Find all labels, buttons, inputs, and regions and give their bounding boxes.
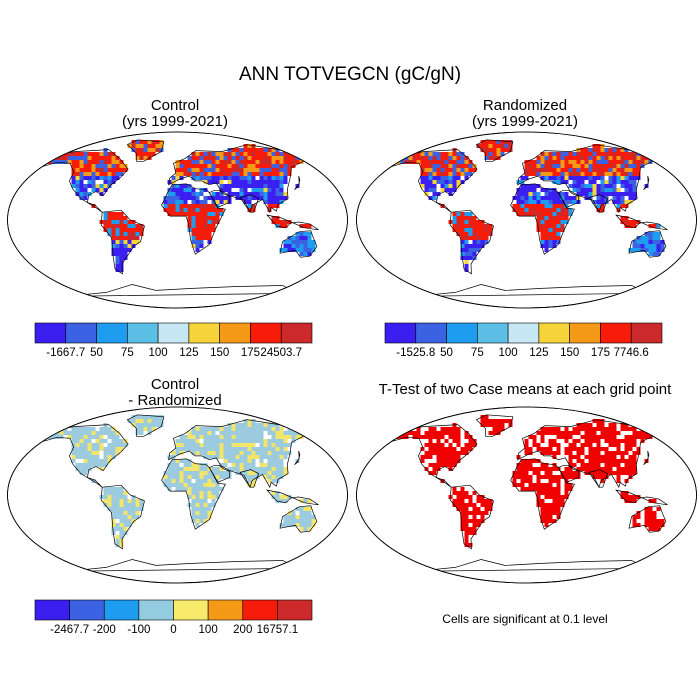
colorbar-swatch: [630, 322, 663, 344]
colorbar-swatch: [569, 322, 601, 344]
colorbar-swatch: [415, 322, 447, 344]
colorbar-tick-label: 0: [170, 624, 176, 636]
colorbar-randomized: -1525.8 50 75 100 125 150 175 7746.6: [384, 322, 663, 359]
colorbar-tick-label: -2467.7: [50, 624, 89, 636]
panel-title-difference-line1: Control: [150, 376, 200, 393]
panel-title-randomized-line1: Randomized: [482, 97, 568, 114]
colorbar-tick-label: 7746.6: [614, 347, 649, 359]
colorbar-swatch: [207, 599, 244, 621]
colorbar-swatch: [219, 322, 251, 344]
colorbar-tick-label: 100: [149, 347, 168, 359]
colorbar-swatch: [103, 599, 140, 621]
coastlines: [42, 139, 319, 297]
panel-title-control: Control (yrs 1999-2021): [60, 98, 290, 130]
colorbar-swatch: [188, 322, 220, 344]
colorbar-tick-label: 150: [560, 347, 579, 359]
figure-title: ANN TOTVEGCN (gC/gN): [238, 64, 462, 85]
land-cells: [396, 140, 665, 272]
panel-title-ttest: T-Test of two Case means at each grid po…: [350, 382, 700, 398]
colorbar-tick-label: 75: [121, 347, 134, 359]
colorbar-swatch: [138, 599, 174, 621]
coastlines: [42, 414, 319, 572]
colorbar-swatch: [477, 322, 509, 344]
colorbar-tick-label: -100: [127, 624, 150, 636]
map-randomized: [356, 131, 697, 309]
panel-title-control-line1: Control: [150, 97, 200, 114]
map-control: [7, 131, 348, 309]
colorbar-tick-label: 125: [179, 347, 198, 359]
panel-title-difference-line2: - Randomized: [128, 392, 222, 409]
colorbar-swatch: [250, 322, 282, 344]
colorbar-tick-label: -1667.7: [46, 347, 85, 359]
coastlines: [391, 414, 668, 572]
significance-note: Cells are significant at 0.1 level: [442, 612, 608, 626]
colorbar-swatch: [127, 322, 159, 344]
panel-title-ttest-line1: T-Test of two Case means at each grid po…: [378, 381, 672, 398]
colorbar-tick-label: 175: [241, 347, 260, 359]
map-difference: [7, 406, 348, 584]
colorbar-control: -1667.7 50 75 100 125 150 175 24503.7: [34, 322, 313, 359]
panel-title-randomized-line2: (yrs 1999-2021): [472, 113, 578, 130]
colorbar-swatch: [69, 599, 105, 621]
colorbar-swatch: [384, 322, 417, 344]
colorbar-tick-label: 50: [90, 347, 103, 359]
colorbar-tick-label: 125: [529, 347, 548, 359]
colorbar-tick-label: 75: [471, 347, 484, 359]
colorbar-swatch: [34, 599, 70, 621]
colorbar-swatch: [34, 322, 67, 344]
colorbar-tick-label: 200: [233, 624, 252, 636]
panel-title-difference: Control - Randomized: [60, 377, 290, 409]
colorbar-swatch: [96, 322, 128, 344]
colorbar-difference: -2467.7 -200 -100 0 100 200 16757.1: [34, 599, 313, 636]
panel-title-control-line2: (yrs 1999-2021): [122, 113, 228, 130]
colorbar-tick-label: 24503.7: [260, 347, 302, 359]
colorbar-swatch: [173, 599, 209, 621]
colorbar-tick-label: 150: [210, 347, 229, 359]
colorbar-swatch: [600, 322, 632, 344]
colorbar-swatch: [277, 599, 313, 621]
land-cells: [396, 415, 665, 547]
colorbar-swatch: [157, 322, 190, 344]
colorbar-tick-label: 175: [591, 347, 610, 359]
colorbar-swatch: [507, 322, 540, 344]
panel-title-randomized: Randomized (yrs 1999-2021): [410, 98, 640, 130]
colorbar-tick-label: -1525.8: [396, 347, 435, 359]
colorbar-tick-label: 50: [440, 347, 453, 359]
colorbar-swatch: [242, 599, 278, 621]
colorbar-swatch: [280, 322, 313, 344]
colorbar-swatch: [538, 322, 570, 344]
colorbar-swatch: [65, 322, 97, 344]
colorbar-tick-label: -200: [93, 624, 116, 636]
map-ttest: [356, 406, 697, 584]
colorbar-tick-label: 16757.1: [257, 624, 299, 636]
colorbar-swatch: [446, 322, 478, 344]
coastlines: [391, 139, 668, 297]
colorbar-tick-label: 100: [499, 347, 518, 359]
colorbar-tick-label: 100: [199, 624, 218, 636]
